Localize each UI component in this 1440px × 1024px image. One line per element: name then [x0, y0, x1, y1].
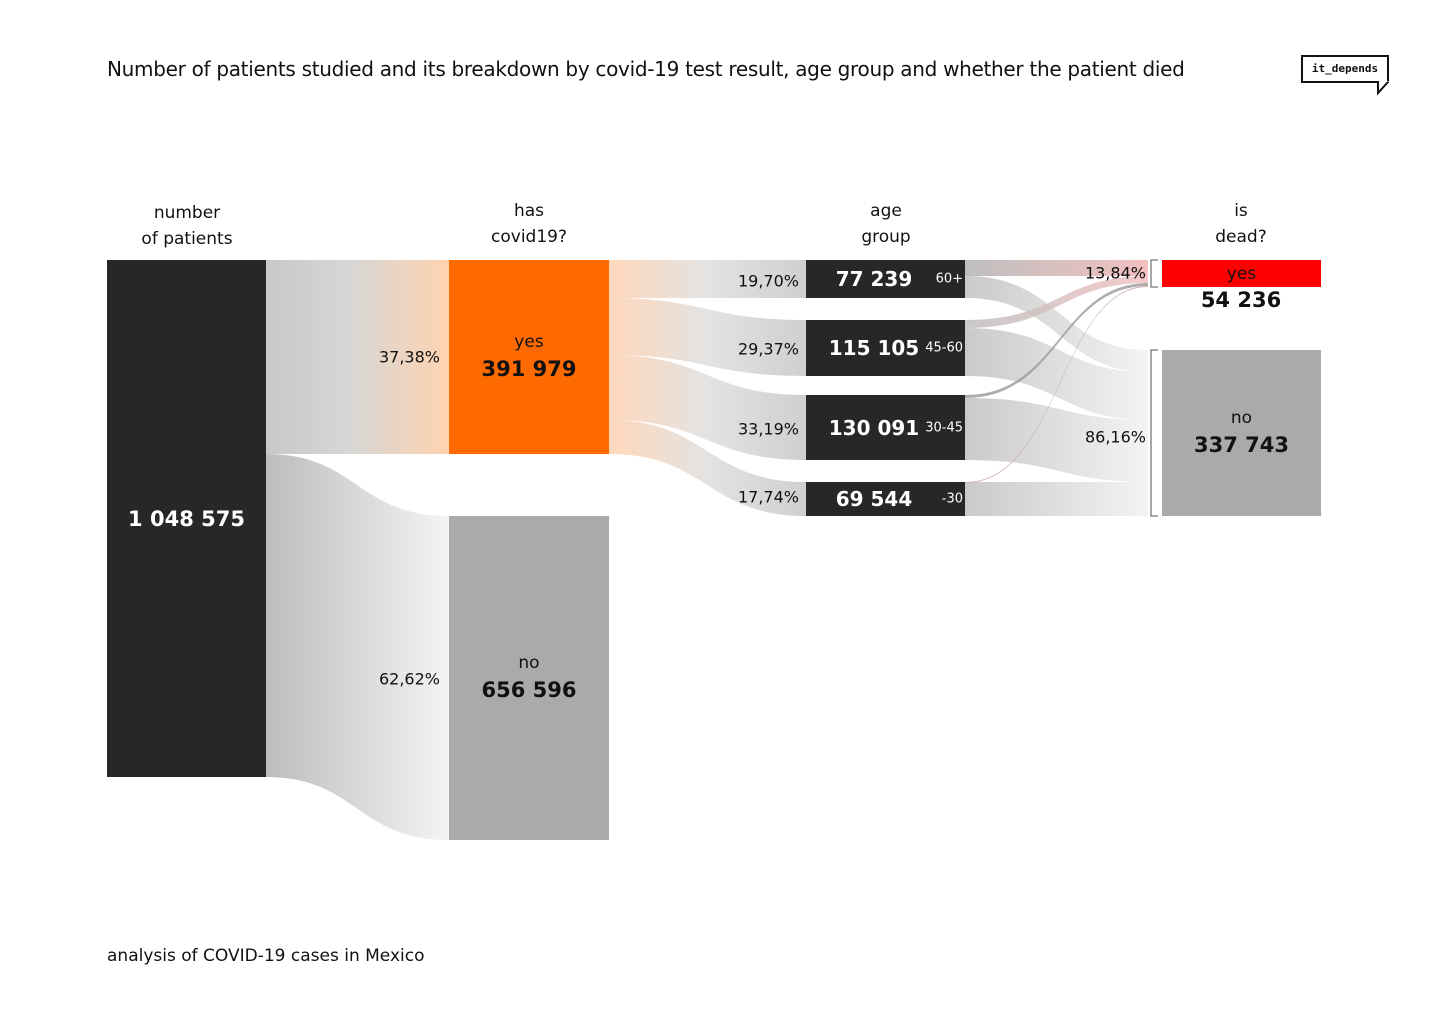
node-dead-no-label: no [1230, 408, 1253, 428]
node-covid-no-label: no [518, 653, 540, 673]
flow-60plus-to-dead-yes [965, 260, 1148, 276]
column-heading-line: has [513, 201, 545, 221]
column-heading-patients: number of patients [141, 200, 232, 252]
flow-30-45-to-dead-no [965, 398, 1148, 482]
column-heading-line: age [870, 201, 902, 221]
node-age-group: 30-45 [925, 420, 963, 435]
node-covid-no: no 656 596 [449, 516, 609, 840]
node-age-60plus: 77 239 60+ [806, 260, 965, 298]
it-depends-logo: it_depends [1301, 55, 1389, 83]
flow-covid-yes-to-45-60 [609, 298, 806, 376]
flow-45-60-to-dead-no [965, 328, 1148, 420]
node-age-30-45: 130 091 30-45 [806, 395, 965, 460]
bracket-dead-yes [1150, 259, 1158, 288]
node-age-value: 69 544 [835, 487, 913, 511]
share-covid-no: 62,62% [378, 669, 440, 689]
flow-covid-yes-to-30-45 [609, 355, 806, 460]
node-covid-yes: yes 391 979 [449, 260, 609, 454]
column-heading-line: covid19? [491, 227, 567, 247]
node-covid-no-value: 656 596 [481, 678, 577, 702]
node-covid-yes-value: 391 979 [481, 357, 577, 381]
flow-covid-yes-to-under-30 [609, 420, 806, 516]
column-heading-dead: is dead? [1215, 198, 1266, 250]
column-heading-line: group [861, 227, 911, 247]
share-covid-yes: 37,38% [378, 347, 440, 367]
node-dead-yes: yes [1162, 260, 1321, 287]
column-heading-line: number [153, 203, 221, 223]
node-total-patients: 1 048 575 [107, 260, 266, 777]
column-heading-covid: has covid19? [491, 198, 567, 250]
column-heading-age: age group [861, 198, 910, 250]
node-age-value: 130 091 [828, 415, 920, 440]
flow-covid-yes-to-60plus [609, 260, 806, 298]
share-age-60plus: 19,70% [737, 271, 799, 291]
share-dead-yes: 13,84% [1084, 263, 1146, 283]
node-dead-yes-value: 54 236 [1200, 288, 1282, 312]
flow-total-to-covid-yes [266, 260, 449, 454]
column-heading-line: dead? [1215, 227, 1267, 247]
chart-title: Number of patients studied and its break… [107, 57, 1185, 81]
share-dead-no: 86,16% [1084, 427, 1146, 447]
speech-bubble-tail-icon [1369, 81, 1389, 96]
node-age-value: 115 105 [828, 336, 920, 360]
flow-60plus-to-dead-no [965, 276, 1148, 372]
node-age-group: 60+ [935, 271, 963, 287]
flow-total-to-covid-no [266, 454, 449, 840]
node-total-value: 1 048 575 [128, 506, 245, 531]
share-age-under-30: 17,74% [737, 487, 799, 507]
node-dead-no-value: 337 743 [1194, 433, 1289, 457]
node-age-value: 77 239 [835, 267, 913, 291]
flow-45-60-to-dead-yes [965, 276, 1148, 328]
column-heading-line: is [1234, 201, 1248, 221]
node-dead-no: no 337 743 [1162, 350, 1321, 516]
footer-note: analysis of COVID-19 cases in Mexico [107, 946, 425, 966]
node-age-under-30: 69 544 -30 [806, 482, 965, 516]
share-age-30-45: 33,19% [737, 419, 799, 439]
node-age-45-60: 115 105 45-60 [806, 320, 965, 376]
node-age-group: -30 [941, 491, 963, 507]
node-dead-yes-label: yes [1226, 263, 1257, 284]
column-heading-line: of patients [141, 229, 233, 249]
node-covid-yes-label: yes [514, 332, 544, 352]
node-age-group: 45-60 [925, 340, 963, 356]
share-age-45-60: 29,37% [737, 339, 799, 359]
bracket-dead-no [1150, 349, 1158, 517]
flow-under-30-to-dead-no [965, 482, 1148, 516]
